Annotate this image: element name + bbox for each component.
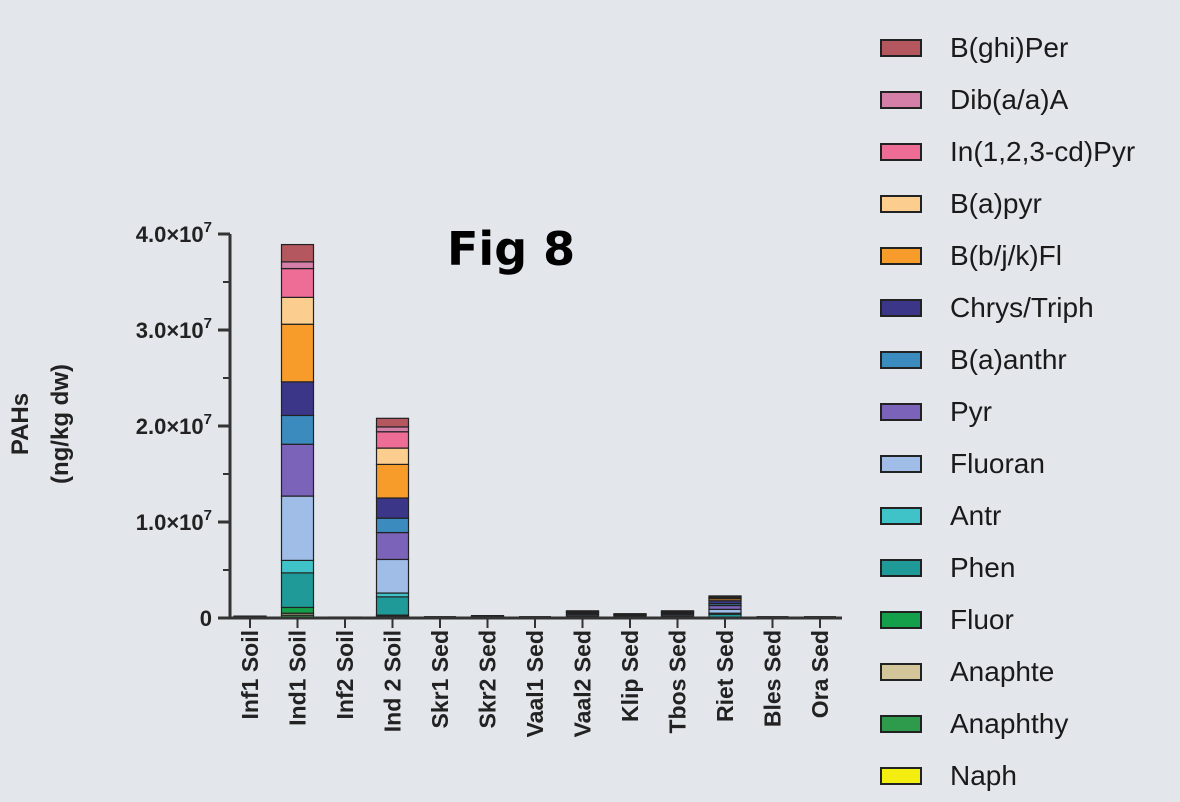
legend-swatch [880, 403, 922, 421]
x-tick-label: Klip Sed [617, 630, 643, 722]
legend-label: Naph [950, 760, 1017, 791]
bar-segment [375, 531, 410, 561]
legend-item: Chrys/Triph [880, 282, 1135, 334]
legend-item: B(a)pyr [880, 178, 1135, 230]
legend-swatch [880, 91, 922, 109]
legend-label: B(ghi)Per [950, 32, 1069, 63]
legend-item: Anaphthy [880, 698, 1135, 750]
x-tick-label: Inf1 Soil [237, 630, 263, 719]
bar-segment [280, 296, 315, 325]
bar-segment [375, 417, 410, 428]
bar-segment [660, 610, 695, 613]
legend-swatch [880, 143, 922, 161]
legend-item: Fluoran [880, 438, 1135, 490]
legend-item: B(a)anthr [880, 334, 1135, 386]
legend-swatch [880, 195, 922, 213]
legend-label: Fluor [950, 604, 1014, 635]
legend-label: Antr [950, 500, 1002, 531]
legend-swatch [880, 39, 922, 57]
bar-segment [708, 595, 742, 598]
x-tick-label: Skr1 Sed [427, 630, 453, 728]
legend-label: In(1,2,3-cd)Pyr [950, 136, 1136, 167]
legend-label: B(a)anthr [950, 344, 1067, 375]
bar-segment [280, 261, 315, 270]
bar-segment [613, 613, 647, 616]
legend-label: B(a)pyr [950, 188, 1042, 219]
y-axis: 0 1.0×107 2.0×107 3.0×107 4.0×107 [136, 219, 232, 631]
y-tick-label: 0 [200, 606, 212, 631]
legend-label: Phen [950, 552, 1016, 583]
bar-segment [375, 447, 410, 465]
legend-item: Phen [880, 542, 1135, 594]
legend-swatch [880, 299, 922, 317]
bar-segment [280, 414, 315, 445]
x-axis: Inf1 Soil Ind1 Soil Inf2 Soil Ind 2 Soil Skr… [230, 616, 842, 737]
x-tick-label: Ora Sed [807, 630, 833, 718]
legend-item: B(ghi)Per [880, 22, 1135, 74]
y-tick-label: 1.0×107 [136, 507, 212, 535]
bar-segment [565, 610, 600, 613]
legend-item: Naph [880, 750, 1135, 802]
legend: B(ghi)Per Dib(a/a)A In(1,2,3-cd)Pyr B(a)pyr… [880, 22, 1135, 802]
legend-item: Dib(a/a)A [880, 74, 1135, 126]
legend-item: In(1,2,3-cd)Pyr [880, 126, 1135, 178]
legend-item: B(b/j/k)Fl [880, 230, 1135, 282]
legend-swatch [880, 559, 922, 577]
bar-segment [280, 267, 315, 298]
legend-item: Fluor [880, 594, 1135, 646]
bar-segment [280, 572, 315, 609]
bar-segment [470, 614, 505, 617]
x-tick-label: Riet Sed [712, 630, 738, 722]
bar-segment [280, 495, 315, 561]
x-tick-label: Ind1 Soil [285, 630, 311, 726]
bars [233, 243, 836, 619]
x-tick-label: Bles Sed [760, 630, 786, 727]
bar-segment [375, 463, 410, 499]
legend-swatch [880, 507, 922, 525]
x-tick-label: Tbos Sed [665, 630, 691, 734]
bar-segment [375, 558, 410, 594]
bar-segment [280, 606, 315, 614]
bar-segment [375, 431, 410, 449]
legend-swatch [880, 247, 922, 265]
bar-segment [375, 497, 410, 519]
y-axis-title: PAHs (ng/kg dw) [7, 364, 74, 484]
bar-segment [375, 426, 410, 433]
legend-item: Anaphte [880, 646, 1135, 698]
x-tick-label: Inf2 Soil [332, 630, 358, 719]
legend-item: Antr [880, 490, 1135, 542]
y-tick-label: 3.0×107 [136, 315, 212, 343]
legend-swatch [880, 351, 922, 369]
legend-label: Anaphthy [950, 708, 1069, 739]
legend-item: Pyr [880, 386, 1135, 438]
y-axis-label-line: (ng/kg dw) [47, 364, 74, 484]
legend-label: Pyr [950, 396, 992, 427]
legend-swatch [880, 611, 922, 629]
legend-label: Dib(a/a)A [950, 84, 1069, 115]
bar-segment [375, 596, 410, 616]
x-tick-label: Vaal2 Sed [570, 630, 596, 737]
legend-swatch [880, 767, 922, 785]
y-axis-label-line: PAHs [7, 393, 34, 455]
bar-segment [280, 323, 315, 383]
bar-segment [375, 517, 410, 534]
y-tick-label: 4.0×107 [136, 219, 212, 247]
legend-label: Anaphte [950, 656, 1055, 687]
x-tick-label: Ind 2 Soil [380, 630, 406, 732]
bar-segment [280, 443, 315, 497]
bar-segment [280, 243, 315, 263]
legend-swatch [880, 455, 922, 473]
figure-label: Fig 8 [447, 222, 576, 276]
legend-swatch [880, 715, 922, 733]
legend-label: Chrys/Triph [950, 292, 1094, 323]
x-tick-label: Vaal1 Sed [522, 630, 548, 737]
legend-label: Fluoran [950, 448, 1045, 479]
bar-segment [280, 559, 315, 574]
legend-label: B(b/j/k)Fl [950, 240, 1062, 271]
legend-swatch [880, 663, 922, 681]
x-tick-label: Skr2 Sed [475, 630, 501, 728]
y-tick-label: 2.0×107 [136, 411, 212, 439]
bar-segment [280, 381, 315, 417]
